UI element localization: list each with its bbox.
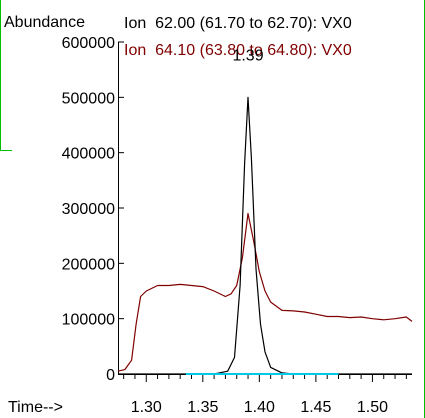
series-ion62-line	[118, 97, 412, 374]
y-tick-label: 300000	[62, 201, 115, 218]
y-tick-label: 600000	[62, 35, 115, 52]
x-tick-label: 1.50	[357, 399, 388, 416]
peak-label: 1.39	[232, 47, 263, 64]
x-tick-label: 1.30	[131, 399, 162, 416]
y-tick-label: 500000	[62, 90, 115, 107]
y-tick-label: 400000	[62, 146, 115, 163]
legend-ion62: Ion 62.00 (61.70 to 62.70): VX0	[124, 15, 352, 32]
y-tick-label: 100000	[62, 312, 115, 329]
x-axis-label: Time-->	[8, 399, 63, 416]
series-ion64-line	[118, 214, 412, 372]
y-tick-label: 0	[106, 367, 115, 384]
y-axis-label: Abundance	[4, 14, 85, 31]
x-tick-label: 1.45	[300, 399, 331, 416]
x-tick-label: 1.35	[187, 399, 218, 416]
x-tick-label: 1.40	[244, 399, 275, 416]
y-tick-label: 200000	[62, 256, 115, 273]
